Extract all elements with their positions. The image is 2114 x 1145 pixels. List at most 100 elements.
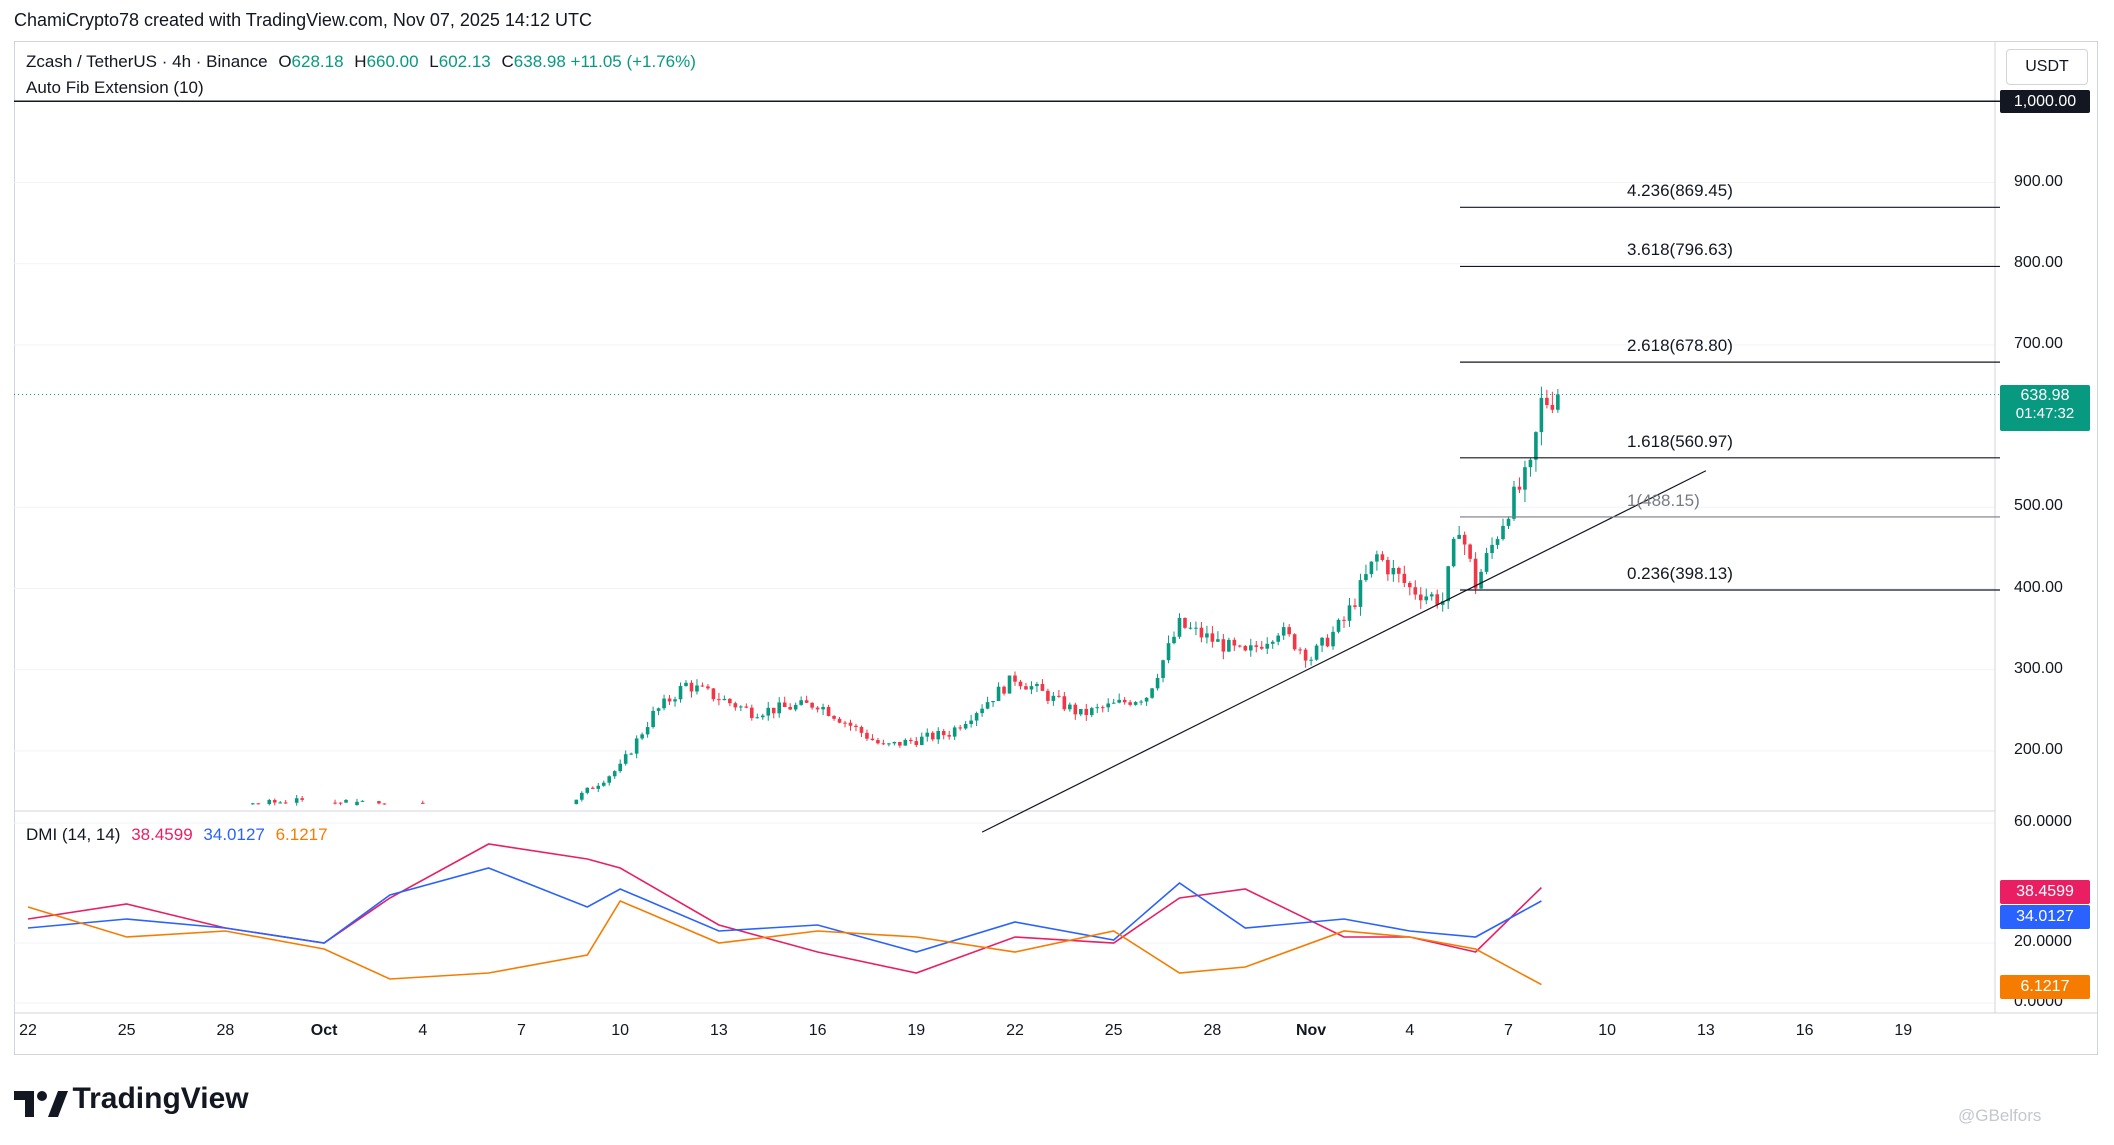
candle-body: [930, 732, 935, 740]
candle-body: [1375, 554, 1379, 562]
candle-body: [1051, 695, 1056, 701]
time-tick-label: 10: [1598, 1022, 1617, 1039]
time-tick-label: 10: [611, 1022, 630, 1039]
dmi-plus-di-value: 34.0127: [203, 825, 265, 844]
candle-body: [1029, 686, 1034, 690]
dmi-minus-di-line: [27, 899, 1542, 986]
candle-body: [1139, 701, 1143, 703]
candle-body: [837, 718, 842, 723]
candle-body: [1035, 683, 1039, 687]
candle-body: [601, 782, 606, 786]
candle-body: [1523, 467, 1527, 490]
open-key: O: [278, 52, 292, 71]
watermark: @GBelfors: [1958, 1106, 2042, 1125]
candle-body: [788, 706, 792, 710]
candle-body: [760, 715, 765, 718]
candle-body: [1484, 553, 1489, 572]
price-tick-label: 500.00: [2014, 497, 2063, 515]
currency-button[interactable]: USDT: [2006, 49, 2088, 85]
candle-body: [1002, 686, 1006, 694]
dmi-legend[interactable]: DMI (14, 14) 38.4599 34.0127 6.1217: [26, 825, 328, 845]
candle-body: [1024, 686, 1028, 690]
dmi-minus-di-value: 6.1217: [275, 825, 328, 844]
dmi-tick-label: 20.0000: [2014, 933, 2072, 950]
candle-body: [1309, 659, 1313, 661]
candle-body: [777, 702, 782, 714]
candle-body: [870, 738, 875, 741]
high-value: 660.00: [366, 52, 419, 71]
price-tick-label: 200.00: [2014, 740, 2063, 758]
candle-body: [821, 706, 825, 710]
candle-body: [1106, 703, 1111, 708]
candle-body: [1298, 649, 1302, 651]
candle-body: [936, 731, 941, 740]
candle-body: [695, 685, 699, 692]
dmi-adx-line: [27, 843, 1542, 974]
candle-body: [1084, 708, 1089, 716]
fib-indicator-legend[interactable]: Auto Fib Extension (10): [26, 78, 204, 97]
candle-body: [1550, 405, 1555, 410]
candle-body: [1534, 432, 1538, 460]
candle-body: [1172, 636, 1176, 644]
candle-body: [771, 707, 776, 714]
tradingview-logo[interactable]: TradingView: [14, 1082, 249, 1119]
candle-body: [1079, 708, 1083, 715]
candle-body: [1254, 645, 1259, 647]
candle-body: [678, 686, 683, 700]
candle-body: [382, 803, 387, 805]
candle-body: [618, 763, 622, 772]
chart-panel[interactable]: [14, 41, 2098, 1055]
candle-body: [1556, 394, 1560, 410]
candle-body: [782, 702, 787, 707]
candle-body: [1210, 633, 1215, 642]
candle-body: [1281, 627, 1286, 636]
candle-body: [810, 702, 814, 708]
candle-body: [722, 698, 727, 701]
candle-body: [947, 735, 951, 737]
candle-body: [1128, 702, 1132, 705]
candle-body: [1342, 619, 1346, 621]
price-tick-label: 700.00: [2014, 334, 2063, 352]
time-tick-label: 7: [1504, 1022, 1513, 1039]
candle-body: [728, 698, 732, 704]
candle-body: [355, 801, 359, 806]
bar-countdown: 01:47:32: [2015, 405, 2075, 422]
time-tick-label: 16: [1795, 1022, 1814, 1039]
candle-body: [706, 686, 710, 689]
candle-body: [1364, 574, 1368, 581]
candle-body: [1166, 643, 1171, 661]
candle-body: [919, 736, 924, 745]
change-value: +11.05 (+1.76%): [570, 52, 696, 71]
candle-body: [1007, 675, 1012, 694]
candle-body: [750, 707, 754, 718]
close-key: C: [501, 52, 514, 71]
candle-body: [267, 799, 272, 805]
price-tick-label: 400.00: [2014, 578, 2063, 596]
candle-body: [843, 722, 847, 724]
candle-body: [1265, 643, 1270, 649]
candle-body: [580, 792, 584, 800]
close-value: 638.98: [513, 52, 566, 71]
candle-body: [903, 739, 908, 746]
candle-body: [1227, 639, 1231, 652]
candle-body: [865, 732, 869, 739]
time-tick-label: 13: [1696, 1022, 1715, 1039]
candle-body: [974, 713, 979, 721]
candle-body: [1122, 699, 1127, 703]
candle-body: [1221, 639, 1226, 652]
time-tick-label: 28: [1203, 1022, 1222, 1039]
candle-body: [799, 700, 803, 705]
candle-body: [1243, 646, 1248, 651]
candle-body: [991, 700, 995, 703]
fib-level-label: 0.236(398.13): [1627, 564, 1733, 584]
candle-body: [815, 707, 820, 710]
candle-body: [1057, 695, 1061, 697]
candle-body: [1424, 596, 1429, 601]
candle-body: [744, 706, 749, 708]
candle-body: [344, 799, 348, 803]
symbol-legend[interactable]: Zcash / TetherUS · 4h · Binance O628.18 …: [26, 52, 696, 72]
candle-body: [739, 706, 743, 708]
candle-body: [623, 754, 628, 764]
trendline: [981, 470, 1707, 833]
